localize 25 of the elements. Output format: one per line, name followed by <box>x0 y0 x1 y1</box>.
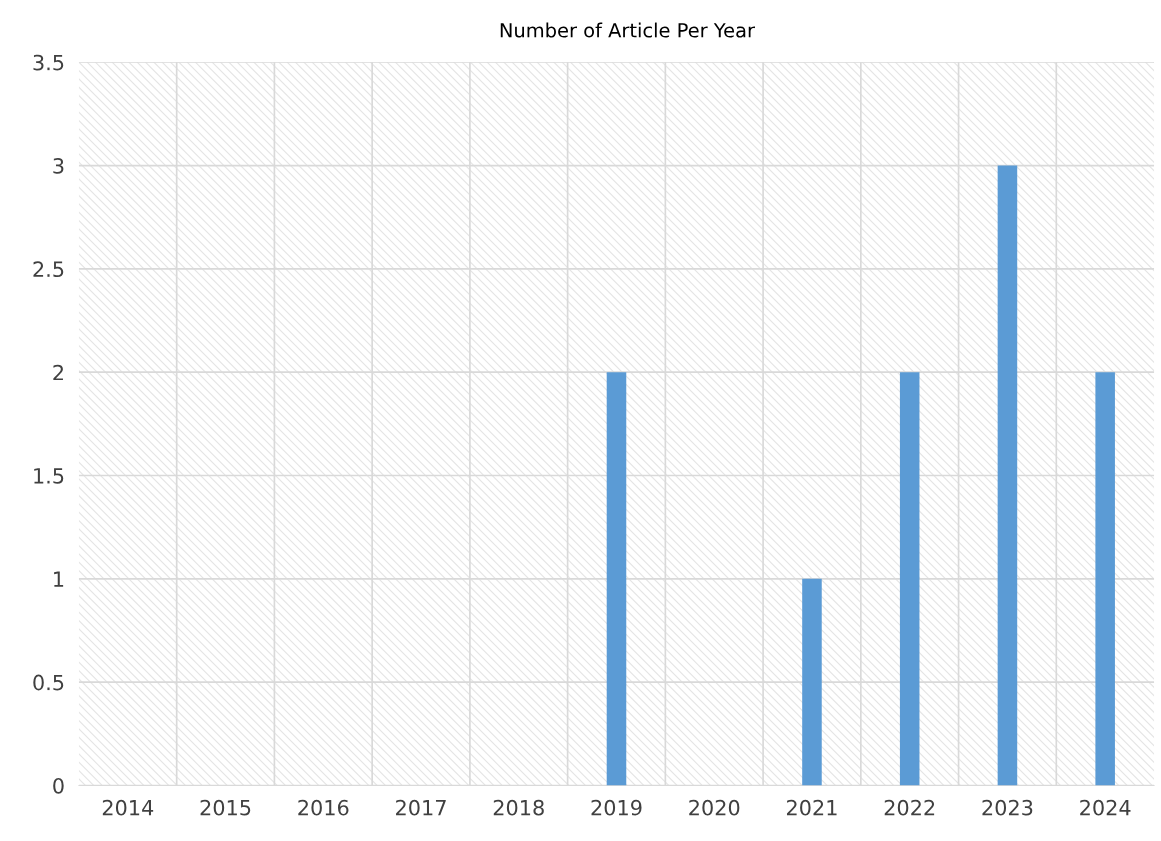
y-tick-label: 0 <box>53 777 64 794</box>
x-tick-label: 2020 <box>689 799 740 816</box>
y-tick-label: 2 <box>53 364 63 381</box>
x-tick-label: 2022 <box>884 799 935 816</box>
y-tick-label: 1 <box>54 571 64 587</box>
x-tick-label: 2016 <box>298 799 349 816</box>
x-tick-label: 2015 <box>200 799 251 816</box>
x-tick-label: 2018 <box>493 799 544 816</box>
x-tick-label: 2024 <box>1080 799 1131 816</box>
y-tick-label: 0.5 <box>33 674 64 691</box>
bar <box>802 578 822 786</box>
chart-title: Number of Article Per Year <box>500 22 755 38</box>
x-tick-label: 2019 <box>591 799 642 816</box>
x-tick-label: 2021 <box>786 799 837 816</box>
y-tick-label: 3 <box>53 158 64 174</box>
y-tick-label: 2.5 <box>33 261 64 278</box>
bar <box>899 372 920 786</box>
x-tick-label: 2023 <box>982 799 1033 816</box>
x-tick-label: 2014 <box>102 799 154 816</box>
y-tick-label: 1.5 <box>34 468 64 484</box>
x-tick-label: 2017 <box>396 799 446 816</box>
bar <box>1095 372 1115 786</box>
y-tick-label: 3.5 <box>33 54 64 71</box>
bar <box>606 372 627 786</box>
bar <box>997 165 1018 786</box>
